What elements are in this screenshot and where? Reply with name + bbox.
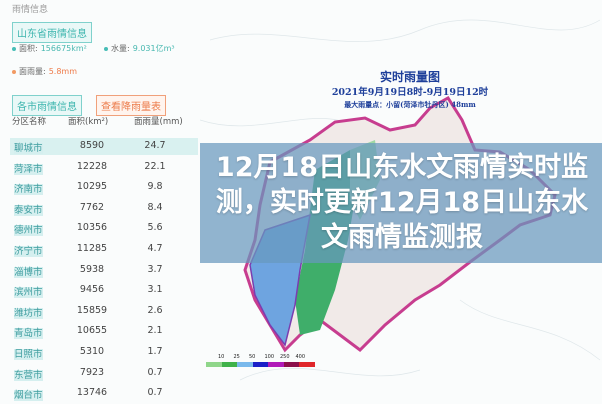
legend-label: 400 xyxy=(295,354,306,360)
table-row[interactable]: 德州市 10356 5.6 xyxy=(10,220,198,237)
region-name: 济南市 xyxy=(14,184,43,196)
water-value: 9.031亿m³ xyxy=(132,44,175,53)
water-label: 水量: xyxy=(111,44,130,53)
table-row[interactable]: 东营市 7923 0.7 xyxy=(10,365,198,382)
rainfall-legend xyxy=(206,362,315,367)
table-row[interactable]: 聊城市 8590 24.7 xyxy=(10,138,198,155)
region-area: 8590 xyxy=(79,140,105,151)
region-rainfall: 1.7 xyxy=(147,346,163,357)
legend-label: 100 xyxy=(264,354,275,360)
region-name: 烟台市 xyxy=(14,390,43,402)
legend-swatch xyxy=(268,362,284,367)
section-heading-partial: 雨情信息 xyxy=(12,5,49,15)
legend-label: 10 xyxy=(218,354,225,360)
table-row[interactable]: 泰安市 7762 8.4 xyxy=(10,200,198,217)
rain-label: 面雨量: xyxy=(19,67,46,76)
legend-swatch xyxy=(252,362,268,367)
region-rainfall: 5.6 xyxy=(147,222,163,234)
region-name: 东营市 xyxy=(14,369,43,381)
region-rainfall: 3.1 xyxy=(147,284,163,296)
legend-swatch xyxy=(206,362,222,367)
legend-label: 25 xyxy=(233,354,240,360)
legend-label: 250 xyxy=(280,354,290,360)
region-rainfall: 2.6 xyxy=(147,304,163,316)
region-name: 泰安市 xyxy=(14,204,43,216)
table-row[interactable]: 济宁市 11285 4.7 xyxy=(10,241,198,258)
area-label: 面积: xyxy=(19,44,38,53)
region-area: 7923 xyxy=(79,366,105,378)
region-area: 15859 xyxy=(76,304,108,316)
bullet-icon xyxy=(12,46,16,51)
area-stat: 面积: 156675km² xyxy=(12,43,87,54)
region-area: 10295 xyxy=(76,181,108,193)
table-row[interactable]: 烟台市 13746 0.7 xyxy=(10,385,198,402)
region-area: 12228 xyxy=(76,160,108,172)
region-area: 13746 xyxy=(76,387,108,399)
bullet-icon xyxy=(12,69,16,74)
map-title: 实时雨量图 xyxy=(379,70,440,84)
legend-swatch xyxy=(283,362,299,367)
region-area: 11285 xyxy=(76,243,108,254)
region-rainfall: 3.7 xyxy=(147,263,163,275)
region-name: 济宁市 xyxy=(14,246,43,257)
area-value: 156675km² xyxy=(40,44,87,53)
region-rainfall: 4.7 xyxy=(147,243,163,254)
table-row[interactable]: 潍坊市 15859 2.6 xyxy=(10,303,198,320)
legend-label: 50 xyxy=(249,354,256,360)
headline-line-2: 时更新12月18日山东水文雨情监测报 xyxy=(296,187,589,253)
region-name: 德州市 xyxy=(14,225,43,237)
legend-swatch xyxy=(237,362,253,367)
bullet-icon xyxy=(104,46,108,51)
region-area: 9456 xyxy=(79,284,105,296)
region-name: 青岛市 xyxy=(14,328,43,340)
region-area: 7762 xyxy=(79,201,105,213)
headline-banner xyxy=(200,143,602,263)
region-name: 日照市 xyxy=(14,349,43,360)
region-area: 10356 xyxy=(76,222,108,234)
rain-info-panel: 雨情信息 山东省雨情信息 面积: 156675km² 水量: 9.031亿m³ … xyxy=(0,0,200,402)
legend-swatch xyxy=(221,362,237,367)
city-info-tag: 各市雨情信息 xyxy=(12,95,82,116)
region-rainfall: 9.8 xyxy=(147,181,163,193)
headline-line-1: 12月18日山东水文雨情实时监测，实 xyxy=(215,152,589,218)
region-name: 聊城市 xyxy=(14,143,43,154)
table-row[interactable]: 淄博市 5938 3.7 xyxy=(10,262,198,279)
table-row[interactable]: 菏泽市 12228 22.1 xyxy=(10,159,198,176)
column-header-rainfall: 面雨量(mm) xyxy=(134,117,183,127)
region-rainfall: 24.7 xyxy=(144,140,166,151)
region-name: 菏泽市 xyxy=(14,163,43,175)
region-area: 5310 xyxy=(79,346,105,357)
region-area: 10655 xyxy=(76,325,108,337)
map-time-range: 2021年9月19日8时-9月19日12时 xyxy=(331,87,489,98)
region-rainfall: 0.7 xyxy=(147,387,163,399)
rain-stat: 面雨量: 5.8mm xyxy=(12,66,77,77)
region-area: 5938 xyxy=(79,263,105,275)
table-row[interactable]: 滨州市 9456 3.1 xyxy=(10,282,198,299)
table-row[interactable]: 济南市 10295 9.8 xyxy=(10,179,198,196)
region-name: 潍坊市 xyxy=(14,307,43,319)
province-info-tag: 山东省雨情信息 xyxy=(12,22,92,43)
view-rainfall-table-button[interactable]: 查看降雨量表 xyxy=(96,95,166,116)
table-row[interactable]: 青岛市 10655 2.1 xyxy=(10,323,198,340)
headline: 12月18日山东水文雨情实时监测，实时更新12月18日山东水文雨情监测报 xyxy=(206,150,598,255)
column-header-region: 分区名称 xyxy=(12,117,47,127)
region-rainfall: 8.4 xyxy=(147,201,163,213)
region-name: 淄博市 xyxy=(14,266,43,278)
rain-value: 5.8mm xyxy=(48,67,78,76)
region-rainfall: 22.1 xyxy=(144,160,166,172)
region-name: 滨州市 xyxy=(14,287,43,299)
table-row[interactable]: 日照市 5310 1.7 xyxy=(10,344,198,361)
map-max-rain-point: 最大雨量点：小留(菏泽市牡丹区) 48mm xyxy=(344,100,476,109)
legend-swatch xyxy=(299,362,315,367)
column-header-area: 面积(km²) xyxy=(68,117,109,127)
region-rainfall: 0.7 xyxy=(147,366,163,378)
region-rainfall: 2.1 xyxy=(147,325,163,337)
water-stat: 水量: 9.031亿m³ xyxy=(104,43,175,54)
